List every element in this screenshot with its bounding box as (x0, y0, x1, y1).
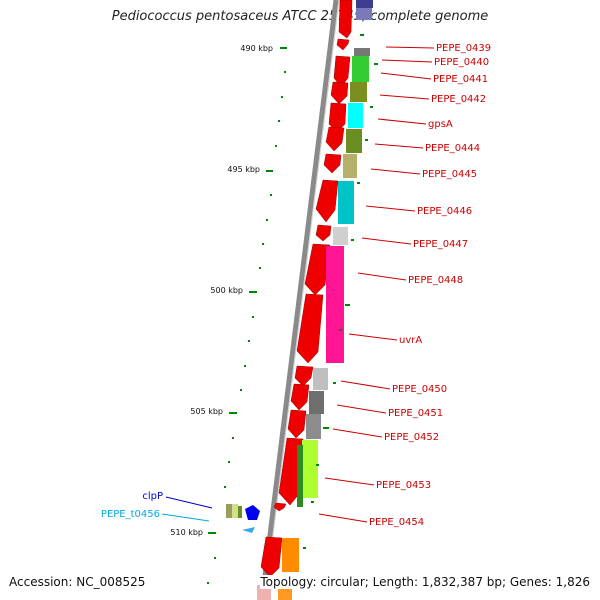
cds-block[interactable] (306, 414, 321, 439)
cog-blocks-track (257, 0, 373, 600)
cds-block[interactable] (238, 506, 242, 518)
gene-label[interactable]: PEPE_0450 (392, 384, 447, 395)
tick-label-505kbp: 505 kbp (190, 407, 223, 416)
leader-line (161, 513, 210, 522)
cds-arrow[interactable] (287, 409, 307, 439)
gene-label[interactable]: PEPE_0453 (376, 480, 431, 491)
tick-label-510kbp: 510 kbp (170, 528, 203, 537)
cds-block[interactable] (356, 8, 372, 20)
cds-arrow[interactable] (294, 365, 314, 387)
right-gene-labels: PEPE_0439 PEPE_0440 PEPE_0441 PEPE_0442 … (369, 43, 491, 528)
cds-block[interactable] (326, 246, 344, 363)
cds-block[interactable] (356, 0, 373, 8)
cds-arrow[interactable] (315, 179, 339, 223)
gene-label[interactable]: PEPE_0440 (434, 57, 489, 68)
cds-arrow[interactable] (333, 55, 351, 88)
genome-backbone-inner (264, 0, 340, 600)
gene-label[interactable]: gpsA (428, 119, 453, 130)
left-gene-labels: clpP PEPE_t0456 (101, 491, 213, 522)
gene-label[interactable]: uvrA (399, 335, 422, 346)
right-leader-lines (318, 46, 435, 523)
leader-line (165, 496, 213, 509)
cds-block[interactable] (343, 154, 357, 178)
gene-label[interactable]: PEPE_0446 (417, 206, 472, 217)
cds-arrow[interactable] (260, 536, 283, 578)
gene-label-trna[interactable]: PEPE_t0456 (101, 509, 160, 520)
genome-summary: Topology: circular; Length: 1,832,387 bp… (260, 575, 590, 589)
tick-label-490kbp: 490 kbp (240, 44, 273, 53)
cds-block[interactable] (297, 445, 303, 507)
gene-label[interactable]: PEPE_0451 (388, 408, 443, 419)
cds-arrow[interactable] (323, 153, 342, 174)
cds-arrow[interactable] (330, 81, 349, 105)
tick-label-495kbp: 495 kbp (227, 165, 260, 174)
gene-label[interactable]: PEPE_0448 (408, 275, 463, 286)
map-title: Pediococcus pentosaceus ATCC 25745, comp… (111, 9, 489, 24)
cds-block[interactable] (346, 129, 362, 153)
gene-label-clpP[interactable]: clpP (142, 491, 163, 502)
cds-block[interactable] (354, 48, 370, 56)
left-scale-ticks (207, 47, 287, 584)
gene-label[interactable]: PEPE_0439 (436, 43, 491, 54)
cds-arrow[interactable] (304, 243, 331, 296)
cds-block[interactable] (282, 538, 299, 572)
clpP-arrow[interactable] (245, 505, 260, 520)
gene-label[interactable]: PEPE_0441 (433, 74, 488, 85)
gene-label[interactable]: PEPE_0454 (369, 517, 424, 528)
trna-arrow[interactable] (242, 527, 255, 533)
cds-block[interactable] (352, 56, 369, 82)
cds-block[interactable] (226, 504, 232, 518)
right-minor-ticks (303, 34, 378, 549)
gene-label[interactable]: PEPE_0445 (422, 169, 477, 180)
gene-label[interactable]: PEPE_0444 (425, 143, 480, 154)
cds-arrow[interactable] (296, 293, 324, 364)
cds-arrow[interactable] (338, 0, 353, 39)
cds-arrow[interactable] (336, 38, 350, 51)
accession-label: Accession: NC_008525 (9, 575, 146, 589)
cds-arrow[interactable] (290, 383, 310, 411)
cds-block[interactable] (309, 391, 324, 414)
cds-block[interactable] (313, 368, 328, 390)
gene-label[interactable]: PEPE_0442 (431, 94, 486, 105)
cds-block[interactable] (302, 440, 318, 498)
genome-backbone (259, 0, 339, 600)
cds-block[interactable] (338, 181, 354, 224)
cds-arrow[interactable] (315, 224, 332, 242)
cds-arrow[interactable] (273, 502, 287, 512)
cds-block[interactable] (333, 227, 348, 245)
reverse-features (226, 504, 260, 533)
forward-cds-track (260, 0, 353, 578)
scale-labels: 490 kbp 495 kbp 500 kbp 505 kbp 510 kbp (170, 44, 273, 537)
cds-arrow[interactable] (325, 126, 345, 152)
gene-label[interactable]: PEPE_0452 (384, 432, 439, 443)
tick-label-500kbp: 500 kbp (210, 286, 243, 295)
gene-label[interactable]: PEPE_0447 (413, 239, 468, 250)
cds-block[interactable] (232, 504, 238, 518)
cds-block[interactable] (348, 103, 363, 128)
cds-block[interactable] (350, 82, 367, 102)
